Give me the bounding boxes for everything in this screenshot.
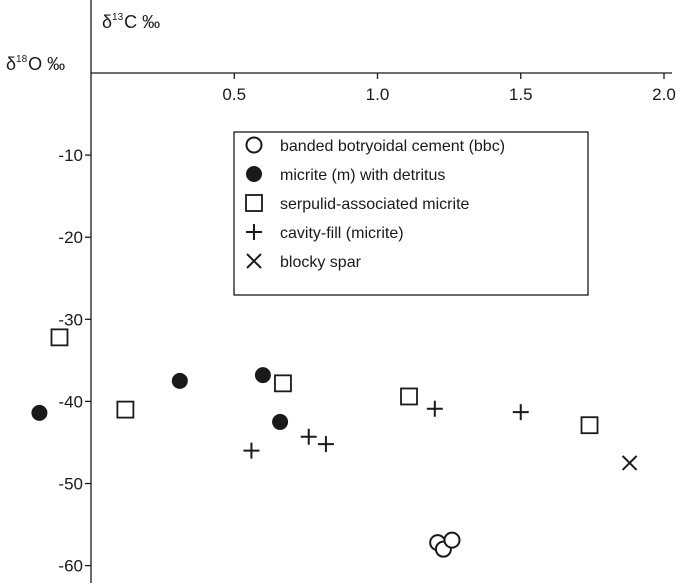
y-axis-title: δ18O ‰ [6,54,65,74]
data-point [580,416,599,435]
x-ticks: 0.5 1.0 1.5 2.0 [222,73,676,104]
x-tick-label: 1.0 [366,85,390,104]
y-tick-label: -30 [58,310,83,329]
data-point [31,404,48,421]
x-tick-label: 1.5 [509,85,533,104]
legend-marker [246,166,262,182]
y-tick-label: -20 [58,228,83,247]
data-point [512,404,529,421]
legend-marker [245,194,263,212]
axes [90,0,672,583]
data-point [317,436,334,453]
data-point [400,387,418,406]
legend: banded botryoidal cement (bbc) micrite (m… [233,131,589,296]
x-axis-title: δ13C ‰ [102,12,160,32]
y-tick-label: -50 [58,475,83,494]
legend-marker [246,224,262,240]
y-tick-label: -40 [58,392,83,411]
data-point [116,400,135,419]
data-point [50,328,69,347]
legend-marker [245,136,263,154]
data-point [621,455,638,471]
data-point [254,367,271,384]
legend-label: cavity-fill (micrite) [280,225,404,242]
legend-label: micrite (m) with detritus [280,167,445,184]
legend-label: serpulid-associated micrite [280,196,470,213]
data-markers [31,328,638,558]
y-tick-label: -60 [58,557,83,576]
legend-label: banded botryoidal cement (bbc) [280,138,505,155]
legend-marker [246,253,262,269]
legend-label: blocky spar [280,254,362,271]
data-point [443,531,461,549]
data-point [243,442,260,459]
data-point [272,413,289,430]
data-point [274,374,292,393]
x-tick-label: 0.5 [222,85,246,104]
legend-box [233,131,589,296]
y-ticks: -10 -20 -30 -40 -50 -60 [58,146,91,576]
x-tick-label: 2.0 [652,85,676,104]
data-point [171,372,188,389]
data-point [426,400,443,417]
y-tick-label: -10 [58,146,83,165]
data-point [300,428,317,445]
